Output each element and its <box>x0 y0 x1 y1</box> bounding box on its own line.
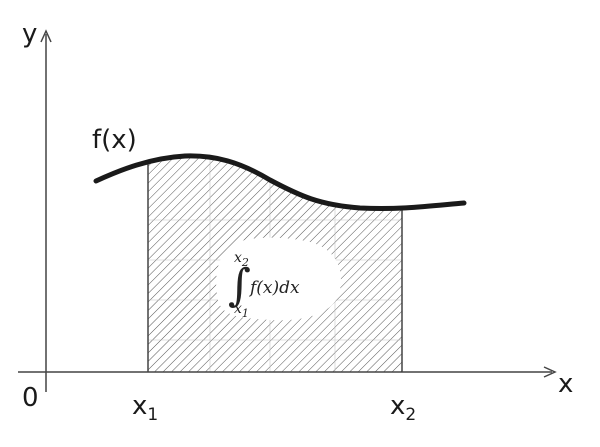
y-axis-label: y <box>22 19 37 49</box>
origin-label: 0 <box>22 383 39 413</box>
y-axis-arrow-icon <box>40 29 52 43</box>
svg-text:x2: x2 <box>234 250 249 269</box>
function-curve <box>93 153 467 212</box>
x-axis-label: x <box>558 369 573 399</box>
svg-text:x2: x2 <box>390 391 416 425</box>
x-axis-arrow-icon <box>543 366 557 378</box>
curve-label: f(x) <box>92 125 137 155</box>
x-axis <box>18 366 557 378</box>
integral-upper-limit: x <box>234 250 242 266</box>
integrand: f(x)dx <box>248 278 300 298</box>
integral-lower-limit: x <box>234 301 242 317</box>
integral-bubble: ∫ x2 x1 f(x)dx <box>216 237 341 321</box>
integral-lower-sub: 1 <box>242 307 249 320</box>
integral-sign: ∫ <box>228 260 251 311</box>
integral-upper-sub: 2 <box>241 256 249 269</box>
svg-text:x1: x1 <box>132 391 158 425</box>
x2-tick-base: x <box>390 391 405 421</box>
y-axis <box>40 29 52 392</box>
x1-tick-base: x <box>132 391 147 421</box>
x1-tick-sub: 1 <box>147 405 158 425</box>
x2-tick-sub: 2 <box>405 405 416 425</box>
svg-text:x1: x1 <box>234 301 249 320</box>
